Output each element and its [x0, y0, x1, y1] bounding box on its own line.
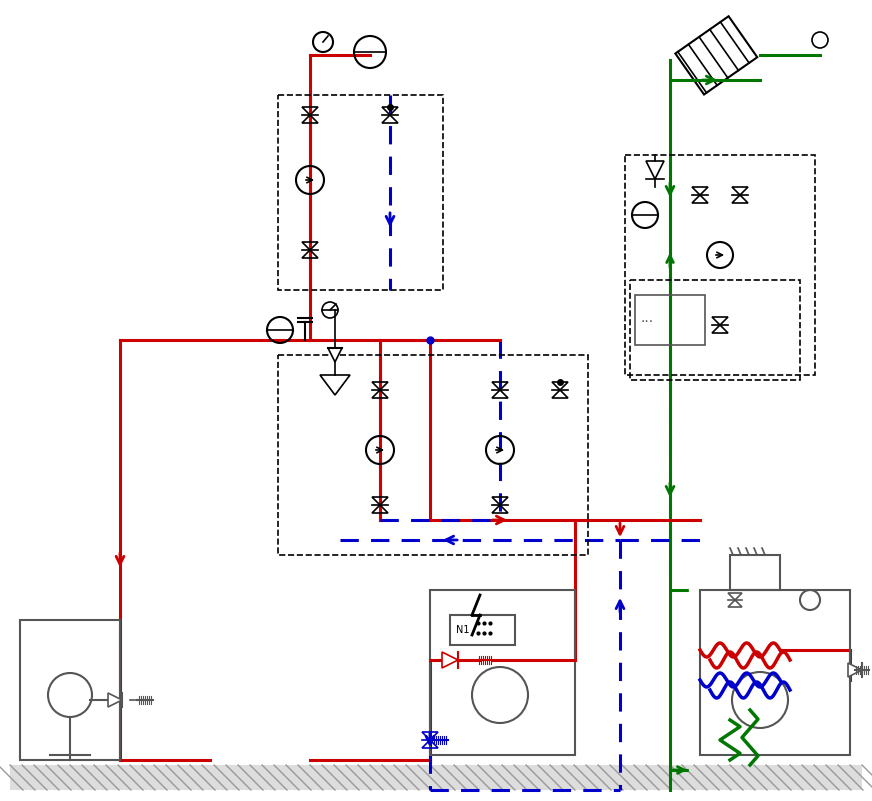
Bar	[450, 615, 515, 645]
Bar	[625, 155, 815, 375]
Polygon shape	[108, 693, 122, 707]
Polygon shape	[328, 348, 342, 362]
Text: N1: N1	[456, 625, 469, 635]
Polygon shape	[442, 652, 458, 668]
Bar	[278, 355, 588, 555]
Bar	[10, 765, 862, 790]
Bar	[730, 555, 780, 590]
Bar	[20, 620, 120, 760]
Polygon shape	[848, 663, 862, 677]
Bar	[635, 295, 705, 345]
Bar	[675, 16, 757, 95]
Bar	[630, 280, 800, 380]
Text: ...: ...	[640, 311, 653, 325]
Bar	[700, 590, 850, 755]
Bar	[430, 590, 575, 755]
Bar	[278, 95, 443, 290]
